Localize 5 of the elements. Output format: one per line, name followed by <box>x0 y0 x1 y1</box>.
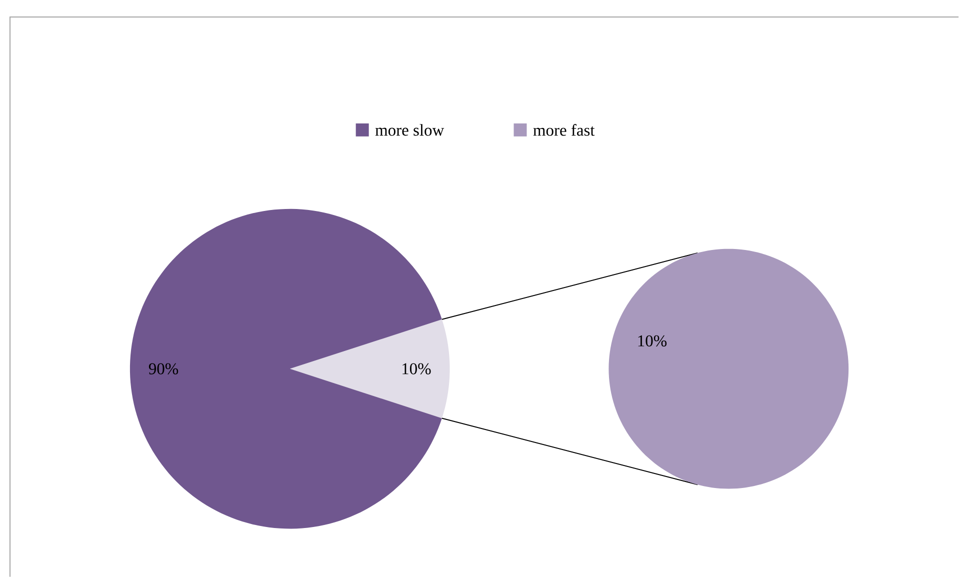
legend-label: more fast <box>533 124 595 136</box>
data-label: 90% <box>148 363 178 374</box>
data-label: 10% <box>402 363 431 374</box>
legend-label: more slow <box>375 124 444 136</box>
data-label: 10% <box>638 335 667 346</box>
